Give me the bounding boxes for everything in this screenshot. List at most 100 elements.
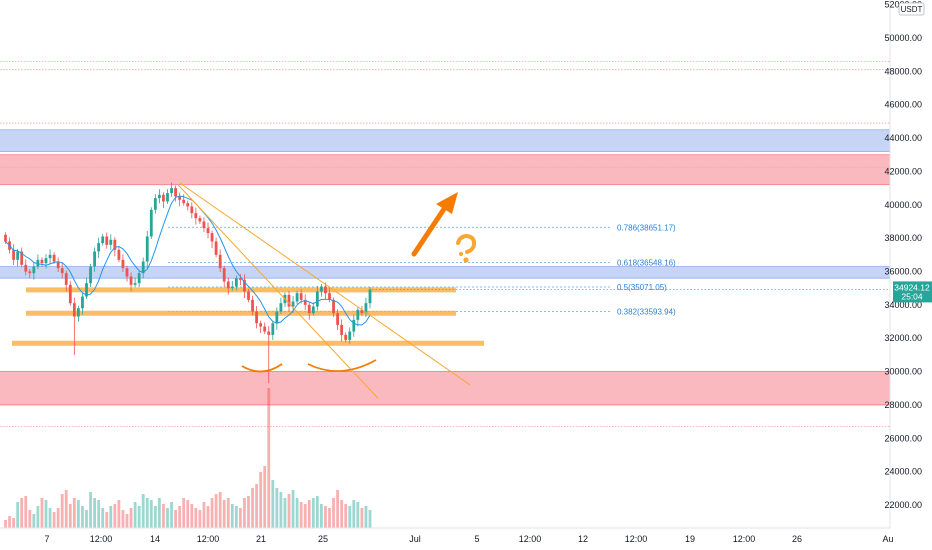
volume-bar — [153, 506, 157, 528]
volume-bars — [4, 388, 372, 528]
volume-bar — [174, 510, 177, 528]
current-price-tag: 34924.12 25:04 — [893, 281, 932, 303]
resistance-zone — [0, 154, 890, 185]
time-tick-label: 25 — [318, 534, 328, 544]
volume-bar — [259, 472, 263, 528]
volume-bar — [364, 506, 368, 528]
volume-bar — [178, 506, 182, 528]
candle-body — [149, 209, 153, 237]
volume-bar — [68, 504, 72, 528]
volume-bar — [202, 502, 206, 528]
candle-body — [218, 254, 222, 269]
candle-body — [125, 268, 129, 277]
candle-body — [190, 206, 194, 214]
volume-bar — [263, 466, 267, 528]
candle-body — [352, 319, 356, 332]
volume-bar — [255, 484, 258, 528]
up-arrow-head[interactable] — [436, 192, 458, 214]
candle-body — [105, 236, 109, 245]
volume-bar — [206, 506, 210, 528]
support-zone — [0, 371, 890, 405]
price-tick-label: 40000.00 — [884, 200, 922, 210]
time-tick-label: 12:00 — [733, 534, 756, 544]
candle-body — [348, 331, 352, 340]
fib-level-label: 0.382(33593.94) — [617, 308, 676, 317]
candle-body — [291, 301, 295, 307]
candle-body — [368, 289, 372, 304]
volume-bar — [121, 510, 125, 528]
fib-level-label: 0.618(36548.16) — [617, 258, 676, 267]
candle-body — [263, 326, 267, 332]
candle-body — [198, 218, 202, 222]
candle-body — [356, 309, 360, 320]
candle-body — [141, 261, 145, 274]
up-arrow-shaft[interactable] — [411, 203, 449, 257]
annotations-layer[interactable] — [177, 182, 890, 399]
volume-bar — [226, 498, 230, 528]
volume-bar — [356, 502, 360, 528]
candle-body — [72, 303, 76, 317]
time-tick-label: 21 — [256, 534, 266, 544]
candle-body — [315, 291, 319, 307]
volume-bar — [16, 502, 20, 528]
volume-bar — [141, 494, 145, 528]
volume-bar — [271, 480, 275, 528]
trendline[interactable] — [177, 184, 379, 399]
time-axis[interactable] — [0, 528, 890, 550]
volume-bar — [81, 506, 84, 528]
candle-body — [44, 258, 48, 264]
price-tick-label: 36000.00 — [884, 267, 922, 277]
candle-body — [133, 283, 137, 285]
volume-bar — [230, 504, 234, 528]
fib-retracement[interactable]: 0.786(38651.17) 0.618(36548.16) 0.5(35071.… — [168, 223, 676, 317]
double-bottom-arc[interactable] — [307, 359, 377, 373]
volume-bar — [170, 502, 173, 528]
candle-body — [97, 243, 101, 252]
candle-body — [307, 304, 311, 314]
volume-bar — [24, 496, 28, 528]
volume-bar — [283, 498, 287, 528]
trendline[interactable] — [179, 182, 471, 386]
volume-bar — [40, 498, 44, 528]
candle-body — [68, 284, 72, 304]
candle-body — [255, 311, 258, 324]
candle-body — [320, 286, 323, 292]
volume-bar — [311, 498, 315, 528]
volume-bar — [129, 508, 133, 528]
candle-body — [279, 303, 283, 312]
candle-body — [166, 193, 169, 202]
candle-body — [344, 334, 348, 340]
resistance-zone — [0, 266, 890, 279]
price-tick-label: 34000.00 — [884, 300, 922, 310]
volume-bar — [105, 512, 109, 528]
candle-body — [109, 239, 113, 245]
volume-bar — [109, 506, 113, 528]
candlestick-series — [4, 182, 372, 384]
double-bottom-arc[interactable] — [241, 363, 283, 373]
volume-bar — [32, 514, 36, 528]
volume-bar — [279, 492, 283, 528]
question-mark-icon[interactable] — [456, 233, 477, 254]
volume-bar — [12, 518, 15, 528]
candle-body — [36, 259, 40, 267]
volume-bar — [72, 498, 76, 528]
volume-bar — [182, 498, 186, 528]
support-lines-layer[interactable] — [12, 287, 484, 346]
candle-body — [89, 266, 92, 284]
price-axis[interactable] — [890, 0, 932, 528]
volume-bar — [125, 514, 129, 528]
volume-bar — [77, 500, 80, 528]
candle-body — [247, 291, 250, 300]
candle-body — [186, 203, 190, 207]
price-tick-label: 24000.00 — [884, 467, 922, 477]
candle-body — [267, 331, 271, 335]
candle-body — [16, 251, 20, 260]
candle-body — [210, 233, 214, 242]
time-tick-label: 19 — [685, 534, 695, 544]
unit-badge[interactable]: USDT — [898, 2, 925, 16]
candle-body — [324, 286, 327, 294]
volume-bar — [295, 498, 299, 528]
candle-body — [311, 306, 315, 314]
candle-body — [93, 251, 96, 267]
